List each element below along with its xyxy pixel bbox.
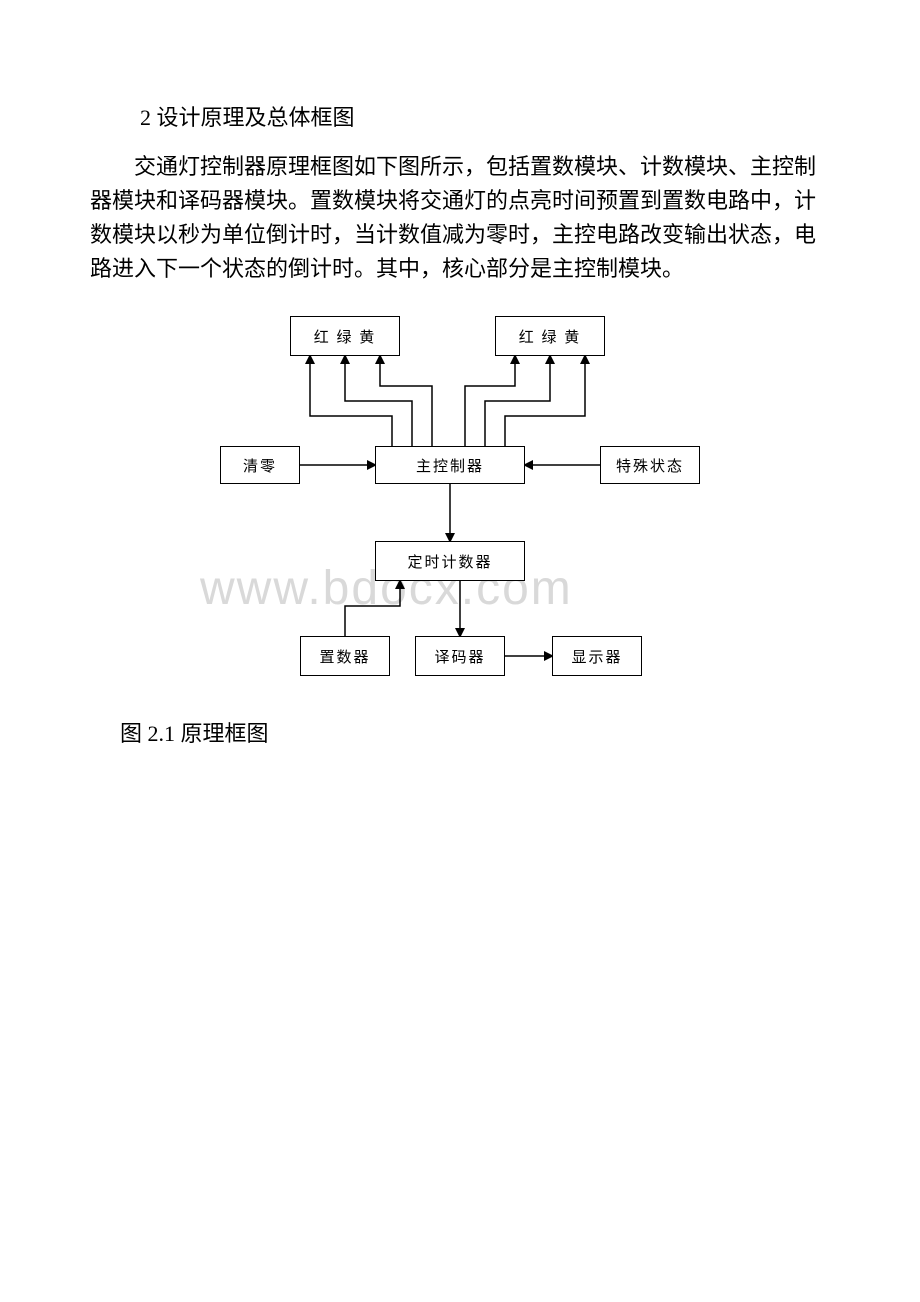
section-title: 2 设计原理及总体框图 xyxy=(140,100,830,132)
node-preset: 置数器 xyxy=(300,636,390,676)
flowchart: www.bdocx.com xyxy=(220,316,700,696)
node-timer: 定时计数器 xyxy=(375,541,525,581)
node-display: 显示器 xyxy=(552,636,642,676)
node-clear: 清零 xyxy=(220,446,300,484)
node-main: 主控制器 xyxy=(375,446,525,484)
figure-caption: 图 2.1 原理框图 xyxy=(120,716,830,748)
body-paragraph: 交通灯控制器原理框图如下图所示，包括置数模块、计数模块、主控制器模块和译码器模块… xyxy=(90,150,830,286)
node-special: 特殊状态 xyxy=(600,446,700,484)
node-lights-right: 红 绿 黄 xyxy=(495,316,605,356)
diagram-container: www.bdocx.com xyxy=(220,316,700,696)
node-lights-left: 红 绿 黄 xyxy=(290,316,400,356)
node-decoder: 译码器 xyxy=(415,636,505,676)
